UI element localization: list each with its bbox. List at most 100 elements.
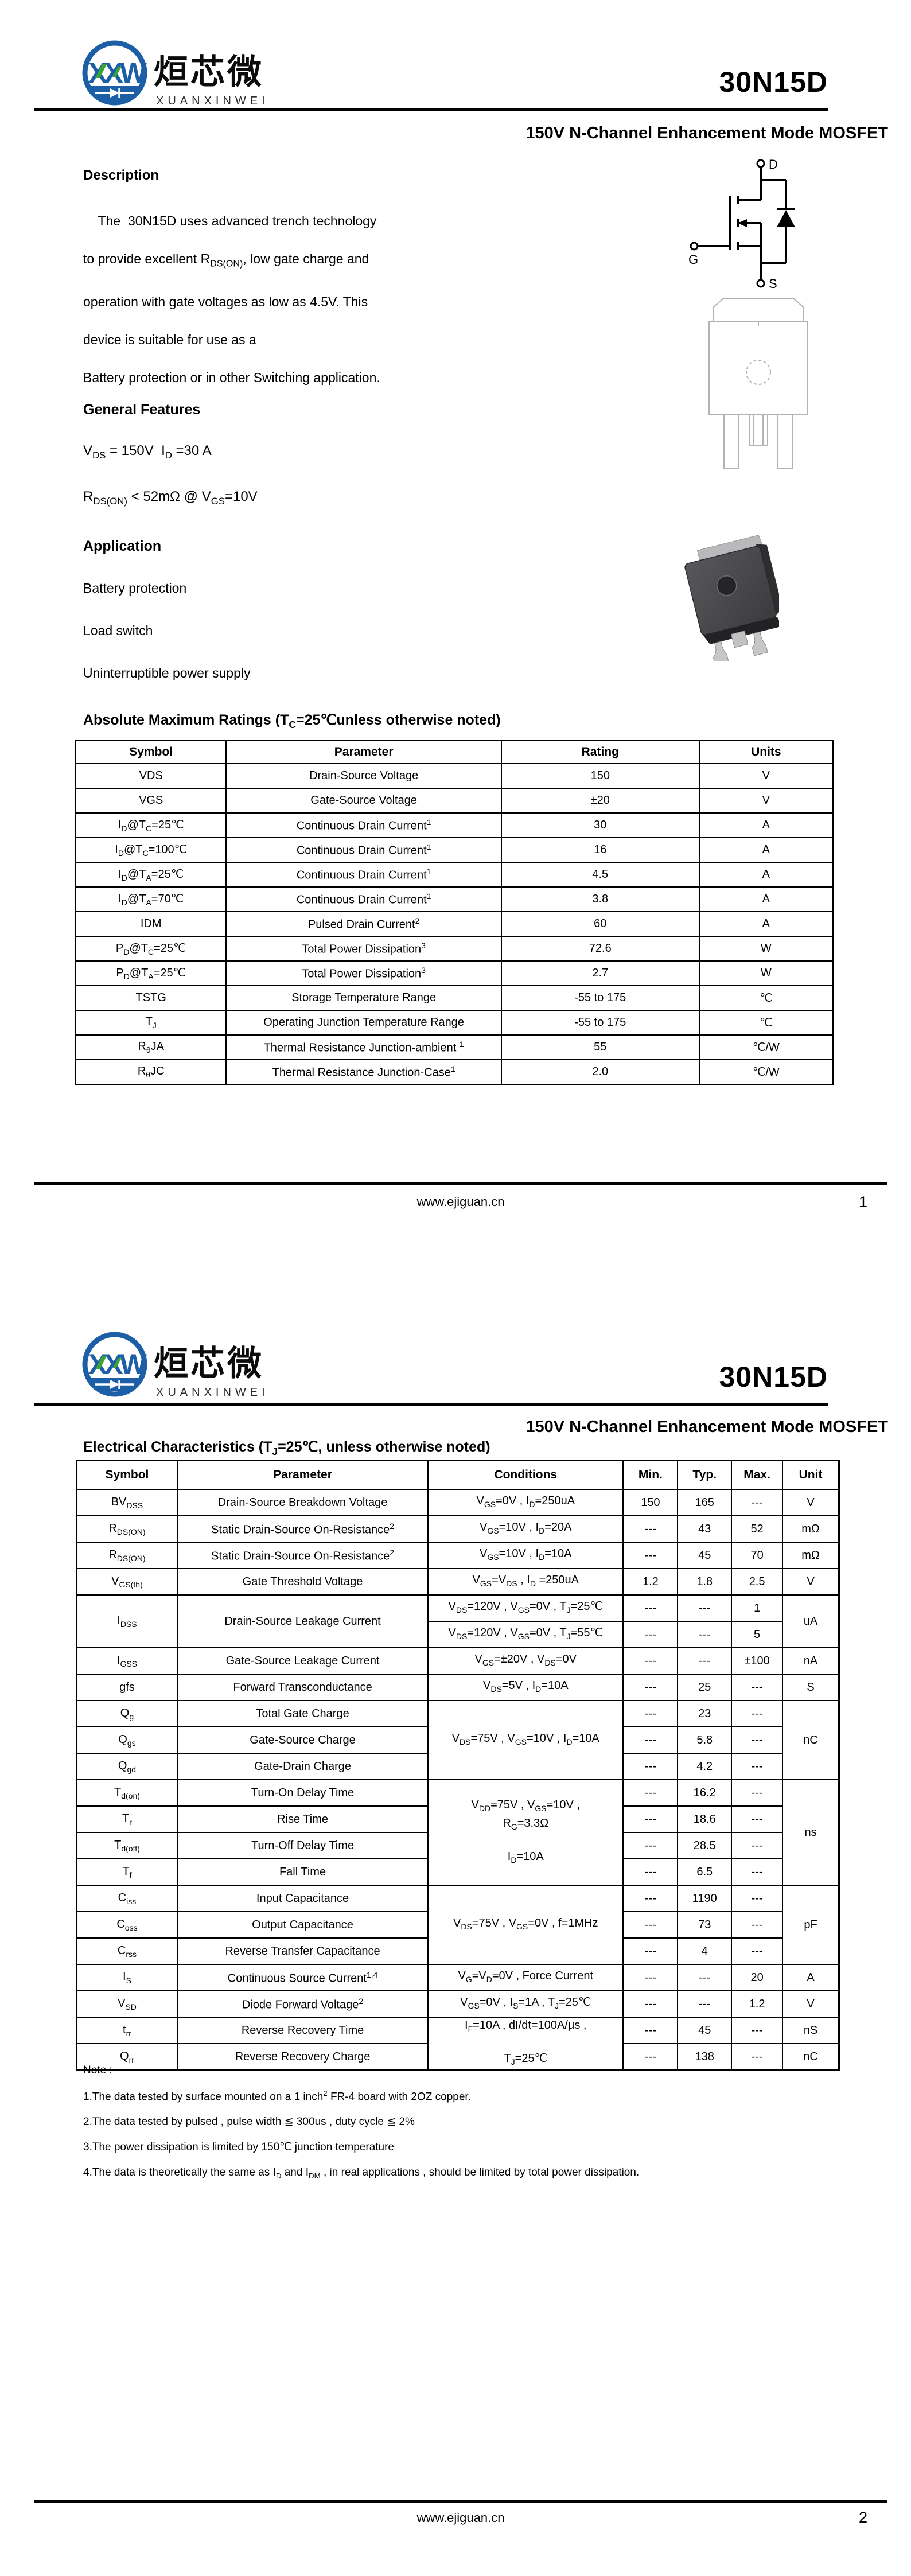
table-cell: A <box>698 812 834 838</box>
table-cell: --- <box>622 2017 679 2044</box>
table-cell: --- <box>677 1964 733 1991</box>
table-cell: ID@TA=70℃ <box>75 886 227 912</box>
absolute-maximum-ratings-table: Symbol Parameter Rating Units VDS Drain-Sourc… <box>75 740 834 1085</box>
logo-green-accent <box>112 1358 122 1368</box>
table-row: VGS Gate-Source Voltage ±20 V <box>75 788 834 814</box>
footer-rule <box>34 2500 887 2503</box>
footer-url: www.ejiguan.cn <box>416 2511 505 2525</box>
description-line: operation with gate voltages as low as 4… <box>83 294 368 309</box>
table-cell: IF=10A , dI/dt=100A/μs , TJ=25℃ <box>427 2017 624 2071</box>
table-cell: nC <box>782 1700 840 1780</box>
table-cell: Gate-Drain Charge <box>176 1753 429 1780</box>
table-cell: Coss <box>76 1911 178 1939</box>
table-cell: W <box>698 936 834 962</box>
table-row: VGS(th) Gate Threshold Voltage VGS=VDS , I… <box>76 1568 840 1596</box>
table-cell: nA <box>782 1647 840 1675</box>
table-cell: Gate-Source Charge <box>176 1726 429 1754</box>
table-cell: --- <box>622 1885 679 1912</box>
description-line: The 30N15D uses advanced trench technolo… <box>83 213 377 228</box>
table-cell: --- <box>677 1621 733 1648</box>
description-paragraph: The 30N15D uses advanced trench technolo… <box>83 202 519 396</box>
table-cell: 73 <box>677 1911 733 1939</box>
table-cell: --- <box>622 1594 679 1622</box>
table-cell: 4.2 <box>677 1753 733 1780</box>
document-subtitle: 150V N-Channel Enhancement Mode MOSFET <box>525 124 888 142</box>
table-cell: Crss <box>76 1937 178 1965</box>
table-cell: 5 <box>731 1621 784 1648</box>
table-cell: VGS=VDS , ID =250uA <box>427 1568 624 1596</box>
table-cell: 45 <box>677 1542 733 1569</box>
table-cell: Total Power Dissipation3 <box>225 960 502 986</box>
table-cell: VDS=75V , VGS=0V , f=1MHz <box>427 1885 624 1965</box>
company-logo-graphic: XXW 烜芯微 XUANXINWEI <box>82 40 265 107</box>
table-cell: TSTG <box>75 985 227 1011</box>
table-cell: ℃/W <box>698 1034 834 1060</box>
table-row: Qrr Reverse Recovery Charge --- 138 --- nC <box>76 2043 840 2071</box>
table-cell: Total Power Dissipation3 <box>225 936 502 962</box>
general-features-heading: General Features <box>83 402 201 418</box>
table-cell: --- <box>622 1674 679 1701</box>
table-cell: --- <box>622 1621 679 1648</box>
package-bottom-face <box>703 617 782 644</box>
table-cell: V <box>698 763 834 789</box>
feature-vds-id: VDS = 150V ID =30 A <box>83 443 212 461</box>
table-cell: TJ <box>75 1010 227 1036</box>
table-cell: --- <box>622 2043 679 2071</box>
table-cell: trr <box>76 2017 178 2044</box>
footer-url: www.ejiguan.cn <box>416 1194 505 1209</box>
table-cell: VDS=120V , VGS=0V , TJ=25℃ <box>427 1594 624 1622</box>
column-header: Conditions <box>427 1460 624 1490</box>
electrical-characteristics-title: Electrical Characteristics (TJ=25℃, unle… <box>83 1439 490 1457</box>
table-cell: 1 <box>731 1594 784 1622</box>
table-cell: Continuous Drain Current1 <box>225 886 502 912</box>
column-header: Units <box>698 740 834 764</box>
table-cell: PD@TC=25℃ <box>75 936 227 962</box>
table-cell: Tr <box>76 1805 178 1833</box>
table-row: IS Continuous Source Current1,4 VG=VD=0V ,… <box>76 1964 840 1991</box>
table-cell: --- <box>622 1990 679 2018</box>
table-cell: 5.8 <box>677 1726 733 1754</box>
note-line: 1.The data tested by surface mounted on … <box>83 2089 471 2103</box>
table-cell: 165 <box>677 1489 733 1516</box>
table-row: IDM Pulsed Drain Current2 60 A <box>75 911 834 937</box>
table-cell: 70 <box>731 1542 784 1569</box>
table-cell: --- <box>622 1647 679 1675</box>
package-outline-graphic <box>708 298 808 469</box>
brand-name-cn: 烜芯微 <box>154 1344 264 1383</box>
table-cell: VGS=0V , IS=1A , TJ=25℃ <box>427 1990 624 2018</box>
table-cell: -55 to 175 <box>500 985 700 1011</box>
description-line: to provide excellent RDS(ON), low gate c… <box>83 251 369 269</box>
table-cell: A <box>782 1964 840 1991</box>
table-cell: V <box>782 1990 840 2018</box>
table-cell: A <box>698 837 834 863</box>
table-cell: mΩ <box>782 1542 840 1569</box>
brand-name-cn: 烜芯微 <box>154 53 264 91</box>
table-cell: W <box>698 960 834 986</box>
table-row: RθJC Thermal Resistance Junction-Case1 2.0… <box>75 1059 834 1085</box>
table-row: Td(off) Turn-Off Delay Time --- 28.5 --- <box>76 1832 839 1859</box>
table-cell: --- <box>731 1700 784 1727</box>
table-cell: 45 <box>677 2017 733 2044</box>
table-cell: Qgs <box>76 1726 178 1754</box>
table-cell: 20 <box>731 1964 784 1991</box>
logo-green-accent <box>95 64 107 78</box>
table-cell: A <box>698 862 834 888</box>
table-cell: 25 <box>677 1674 733 1701</box>
table-cell: Tf <box>76 1858 178 1886</box>
table-row: Td(on) Turn-On Delay Time VDD=75V , VGS=10… <box>76 1779 840 1886</box>
table-cell: VG=VD=0V , Force Current <box>427 1964 624 1991</box>
application-heading: Application <box>83 538 162 554</box>
table-cell: 2.0 <box>500 1059 700 1085</box>
table-cell: --- <box>731 2043 784 2071</box>
table-row: TSTG Storage Temperature Range -55 to 175 ℃ <box>75 985 834 1011</box>
table-cell: --- <box>677 1594 733 1622</box>
table-cell: --- <box>677 1647 733 1675</box>
table-cell: ℃ <box>698 985 834 1011</box>
table-row: VDS Drain-Source Voltage 150 V <box>75 763 834 789</box>
table-cell: --- <box>731 1779 784 1807</box>
package-hole-rim <box>717 575 737 596</box>
table-cell: Reverse Transfer Capacitance <box>176 1937 429 1965</box>
table-cell: nS <box>782 2017 840 2044</box>
table-cell: Continuous Drain Current1 <box>225 812 502 838</box>
table-cell: 1.2 <box>731 1990 784 2018</box>
